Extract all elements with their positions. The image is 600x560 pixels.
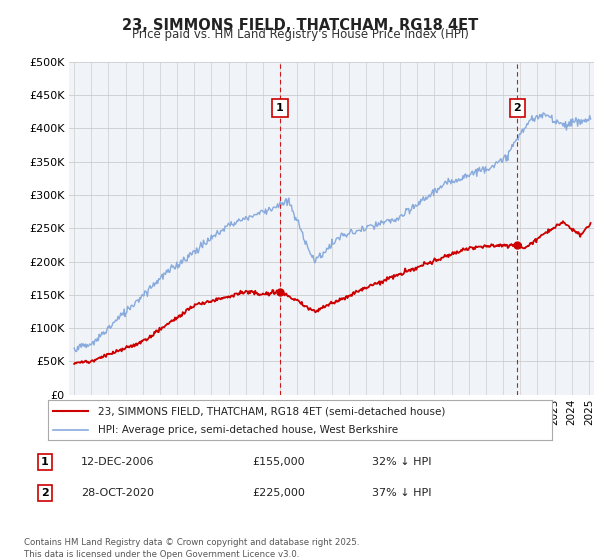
Text: £155,000: £155,000 bbox=[252, 457, 305, 467]
Text: £225,000: £225,000 bbox=[252, 488, 305, 498]
Text: 12-DEC-2006: 12-DEC-2006 bbox=[81, 457, 155, 467]
Text: 2: 2 bbox=[514, 103, 521, 113]
Text: 1: 1 bbox=[41, 457, 49, 467]
Text: Price paid vs. HM Land Registry's House Price Index (HPI): Price paid vs. HM Land Registry's House … bbox=[131, 28, 469, 41]
Text: HPI: Average price, semi-detached house, West Berkshire: HPI: Average price, semi-detached house,… bbox=[98, 425, 398, 435]
Text: 28-OCT-2020: 28-OCT-2020 bbox=[81, 488, 154, 498]
Text: 23, SIMMONS FIELD, THATCHAM, RG18 4ET (semi-detached house): 23, SIMMONS FIELD, THATCHAM, RG18 4ET (s… bbox=[98, 407, 446, 417]
Text: 1: 1 bbox=[276, 103, 284, 113]
Text: 32% ↓ HPI: 32% ↓ HPI bbox=[372, 457, 431, 467]
Text: 23, SIMMONS FIELD, THATCHAM, RG18 4ET: 23, SIMMONS FIELD, THATCHAM, RG18 4ET bbox=[122, 18, 478, 33]
Text: 2: 2 bbox=[41, 488, 49, 498]
Text: Contains HM Land Registry data © Crown copyright and database right 2025.
This d: Contains HM Land Registry data © Crown c… bbox=[24, 538, 359, 559]
Text: 37% ↓ HPI: 37% ↓ HPI bbox=[372, 488, 431, 498]
